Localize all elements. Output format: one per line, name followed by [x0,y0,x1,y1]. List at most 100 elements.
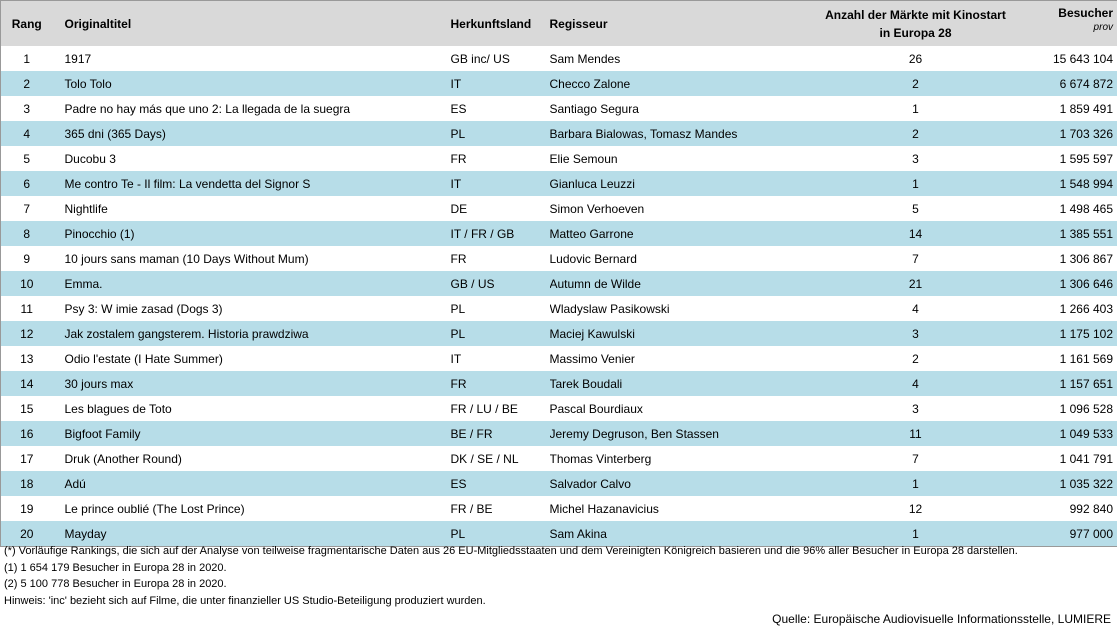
table-cell: FR / BE [450,501,493,516]
table-cell: 30 jours max [52,371,451,396]
table-cell: 7 [912,251,919,266]
table-row: 7 Nightlife DE Simon Verhoeven 5 1 498 465 [0,196,1117,221]
table-cell: Padre no hay más que uno 2: La llegada d… [64,101,351,116]
table-cell: 1 385 551 [1015,221,1117,246]
table-cell: Barbara Bialowas, Tomasz Mandes [549,121,816,146]
table-cell: Psy 3: W imie zasad (Dogs 3) [64,301,223,316]
table-cell: ES [450,471,550,496]
header-line: Anzahl der Märkte mit Kinostart [825,7,1006,22]
table-cell: 9 [0,246,53,271]
table-cell: 14 [815,221,1016,246]
table-cell: 3 [0,96,53,121]
header-label: Besucher [1058,6,1113,20]
column-header: Herkunftsland [450,0,550,46]
table-row: 3 Padre no hay más que uno 2: La llegada … [0,96,1117,121]
table-cell: Ludovic Bernard [549,251,637,266]
footnote: (2) 5 100 778 Besucher in Europa 28 in 2… [4,578,227,590]
table-cell: 1 [912,101,919,116]
table-cell: 14 [0,371,53,396]
header-line: in Europa 28 [879,25,952,40]
table-cell: 11 [0,296,53,321]
table-cell: 1 035 322 [1015,471,1117,496]
table-row: 5 Ducobu 3 FR Elie Semoun 3 1 595 597 [0,146,1117,171]
table-cell: 1 306 646 [1015,271,1117,296]
table-row: 16 Bigfoot Family BE / FR Jeremy Degruson, … [0,421,1117,446]
table-cell: Michel Hazanavicius [549,501,659,516]
table-cell: GB / US [450,271,550,296]
table-cell: PL [450,321,550,346]
column-header: Anzahl der Märkte mit Kinostart in Europa… [815,0,1016,46]
table-cell: 1 [0,46,53,71]
table-cell: Tolo Tolo [52,71,451,96]
table-cell: Odio l'estate (I Hate Summer) [64,351,223,366]
table-cell: 15 [0,396,53,421]
table-row: 19 Le prince oublié (The Lost Prince) FR /… [0,496,1117,521]
table-cell: Simon Verhoeven [549,201,645,216]
table-row: 8 Pinocchio (1) IT / FR / GB Matteo Garrone… [0,221,1117,246]
table-row: 1 1917 GB inc/ US Sam Mendes 26 15 643 104 [0,46,1117,71]
table-cell: 1 161 569 [1015,346,1117,371]
table-cell: 13 [0,346,53,371]
table-cell: 2 [815,121,1016,146]
footnote: Hinweis: 'inc' bezieht sich auf Filme, d… [4,594,486,607]
table-cell: FR [450,151,467,166]
table-cell: 992 840 [1015,496,1117,521]
table-cell: Elie Semoun [549,151,618,166]
table-cell: 1 859 491 [1015,96,1117,121]
table-cell: FR / LU / BE [450,401,518,416]
table-cell: IT / FR / GB [450,221,550,246]
table-cell: GB inc/ US [450,51,510,66]
table-cell: 19 [0,496,53,521]
header-row: Rang Originaltitel Herkunftsland Regisseur A… [0,0,1117,46]
table-cell: 1 157 651 [1015,371,1117,396]
table-cell: Wladyslaw Pasikowski [549,301,670,316]
table-cell: 5 [912,201,919,216]
table-cell: 2 [912,351,919,366]
table-cell: 12 [908,501,923,516]
table-row: 18 Adú ES Salvador Calvo 1 1 035 322 [0,471,1117,496]
table-cell: Pascal Bourdiaux [549,401,643,416]
table-row: 9 10 jours sans maman (10 Days Without Mu… [0,246,1117,271]
column-header: Originaltitel [52,0,451,46]
table-cell: BE / FR [450,421,550,446]
table-cell: 15 643 104 [1015,46,1117,71]
table-cell: PL [450,121,550,146]
table-cell: Pinocchio (1) [52,221,451,246]
table-cell: 1 096 528 [1015,396,1117,421]
table-cell: 1 049 533 [1015,421,1117,446]
table-cell: PL [450,521,550,547]
table-cell: Jak zostalem gangsterem. Historia prawdz… [52,321,451,346]
table-cell: 1917 [64,51,92,66]
footnote: (1) 1 654 179 Besucher in Europa 28 in 2… [4,561,227,574]
table-cell: 16 [0,421,53,446]
table-cell: 3 [912,151,919,166]
table-cell: Maciej Kawulski [549,321,816,346]
table-cell: 26 [908,51,923,66]
table-cell: 4 [0,121,53,146]
table-cell: 6 [0,171,53,196]
table-cell: 1 266 403 [1015,296,1117,321]
table-cell: 1 595 597 [1015,146,1117,171]
table-cell: Autumn de Wilde [549,271,816,296]
table-cell: Me contro Te - Il film: La vendetta del … [52,171,451,196]
table-cell: Gianluca Leuzzi [549,171,816,196]
table-cell: Matteo Garrone [549,221,816,246]
table-cell: Santiago Segura [549,101,639,116]
table-cell: Ducobu 3 [64,151,116,166]
table-cell: Bigfoot Family [52,421,451,446]
table-cell: Nightlife [64,201,108,216]
table-cell: DK / SE / NL [450,451,519,466]
table-cell: ES [450,101,467,116]
table-cell: 1 [815,471,1016,496]
table-cell: DE [450,201,468,216]
table-cell: Salvador Calvo [549,471,816,496]
table-cell: FR [450,251,467,266]
table-cell: PL [450,301,466,316]
table-cell: 4 [912,301,919,316]
ranking-table: Rang Originaltitel Herkunftsland Regisseur A… [0,0,1117,547]
table-row: 12 Jak zostalem gangsterem. Historia praw… [0,321,1117,346]
table-cell: Jeremy Degruson, Ben Stassen [549,421,816,446]
table-cell: 4 [815,371,1016,396]
table-cell: IT [450,351,462,366]
table-cell: 365 dni (365 Days) [52,121,451,146]
